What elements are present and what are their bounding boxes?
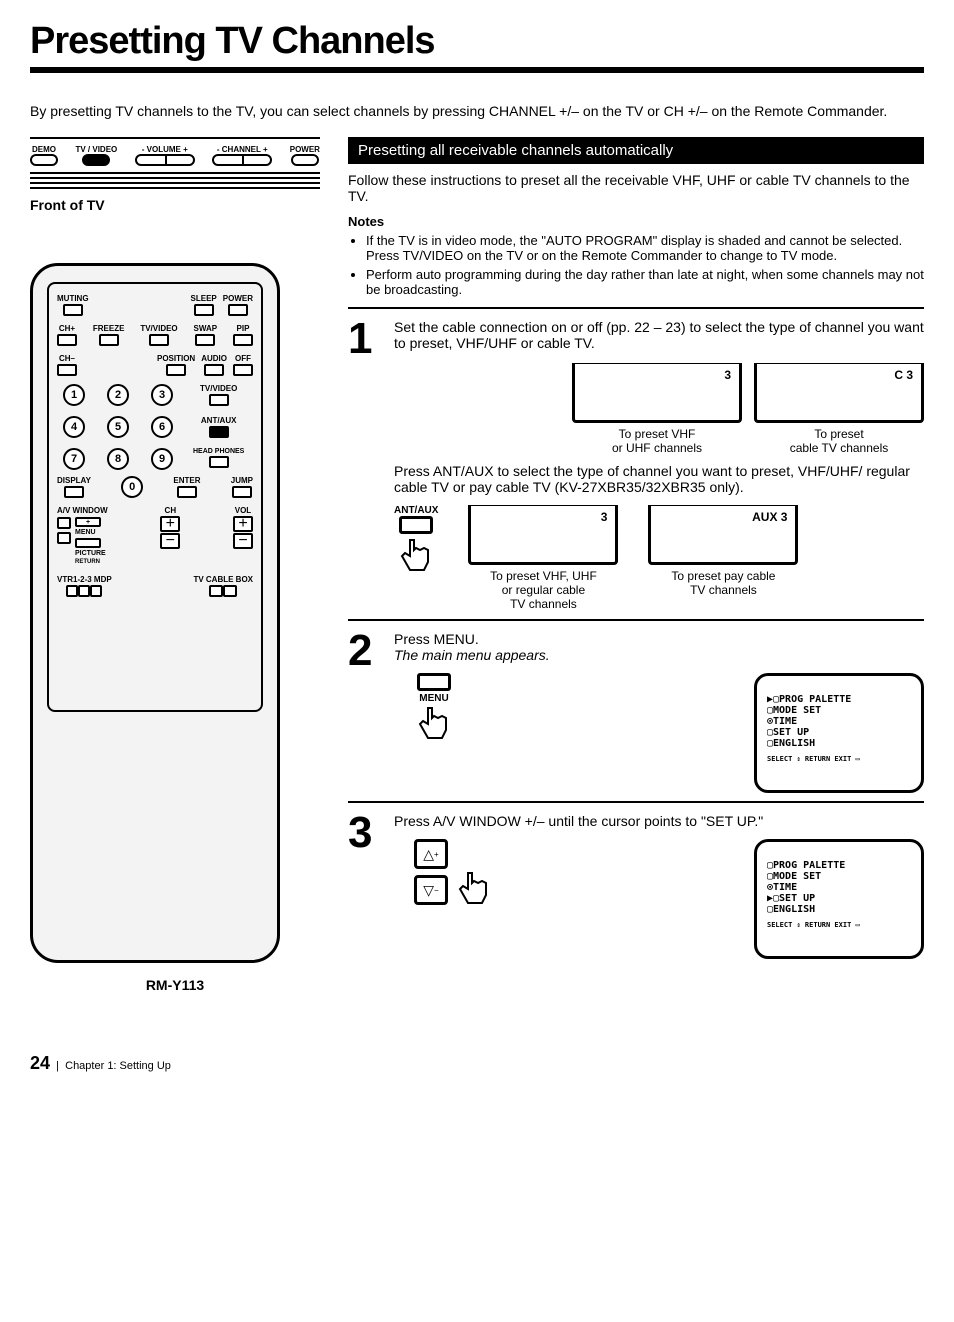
tv-menu-screen-setup: ▢PROG PALETTE ▢MODE SET ⊙TIME ▶▢SET UP ▢… <box>754 839 924 959</box>
menu-press-illustration: MENU <box>414 673 454 751</box>
tv-demo-label: DEMO <box>32 145 56 154</box>
remote-tvvideo: TV/VIDEO <box>140 324 177 346</box>
tv-video-label: TV / VIDEO <box>75 145 117 154</box>
tv-front-diagram: DEMO TV / VIDEO - VOLUME + - CHANNEL + P… <box>30 137 320 189</box>
left-column: DEMO TV / VIDEO - VOLUME + - CHANNEL + P… <box>30 137 320 993</box>
remote-power: POWER <box>223 294 253 316</box>
tv-volume-label: - VOLUME + <box>142 145 188 154</box>
remote-jump: JUMP <box>231 476 253 498</box>
tv-video-button: TV / VIDEO <box>75 145 117 166</box>
remote-enter: ENTER <box>173 476 200 498</box>
tv-channel-button: - CHANNEL + <box>212 145 272 166</box>
tv-power-button: POWER <box>290 145 320 166</box>
caption-regular: To preset VHF, UHF or regular cable TV c… <box>490 569 597 611</box>
menu-footer: SELECT ⇕ RETURN EXIT ▭ <box>767 921 911 929</box>
menu-line: ⊙TIME <box>767 716 911 727</box>
step-2: 2 Press MENU. The main menu appears. MEN… <box>348 619 924 793</box>
page-footer: 24 | Chapter 1: Setting Up <box>30 1053 924 1074</box>
remote-side-antaux: ANT/AUX <box>201 416 237 438</box>
tv-power-label: POWER <box>290 145 320 154</box>
remote-display: DISPLAY <box>57 476 91 498</box>
step2-text: Press MENU. <box>394 631 924 647</box>
title-rule <box>30 67 924 73</box>
remote-tvcable: TV CABLE BOX <box>193 575 253 597</box>
screen-regular: 3 <box>468 505 618 565</box>
remote-avwindow: A/V WINDOW + MENU PICTU <box>57 506 108 565</box>
front-of-tv-label: Front of TV <box>30 197 320 213</box>
remote-diagram: MUTING SLEEP POWER CH+ FREEZE TV/VIDEO S… <box>30 263 280 963</box>
avwindow-press-illustration: △+ ▽− <box>414 839 494 913</box>
remote-side-headphones: HEAD PHONES <box>193 448 244 468</box>
hand-pointer-icon <box>414 704 454 748</box>
intro-paragraph: By presetting TV channels to the TV, you… <box>30 103 924 119</box>
remote-pip: PIP <box>233 324 253 346</box>
remote-ch-rocker: CH + − <box>160 506 180 549</box>
menu-footer: SELECT ⇕ RETURN EXIT ▭ <box>767 755 911 763</box>
tv-demo-button: DEMO <box>30 145 58 166</box>
screen-vhf: 3 <box>572 363 742 423</box>
step-1: 1 Set the cable connection on or off (pp… <box>348 307 924 611</box>
remote-off: OFF <box>233 354 253 376</box>
step1-text: Set the cable connection on or off (pp. … <box>394 319 924 351</box>
caption-cable: To preset cable TV channels <box>790 427 889 455</box>
menu-line: ▢ENGLISH <box>767 904 911 915</box>
remote-swap: SWAP <box>194 324 218 346</box>
chapter-label: Chapter 1: Setting Up <box>65 1060 171 1072</box>
down-arrow-icon: ▽− <box>414 875 448 905</box>
section-heading: Presetting all receivable channels autom… <box>348 137 924 164</box>
step-number: 1 <box>348 319 384 611</box>
remote-vol-rocker: VOL + − <box>233 506 253 549</box>
tv-channel-label: - CHANNEL + <box>217 145 268 154</box>
tv-menu-screen: ▶▢PROG PALETTE ▢MODE SET ⊙TIME ▢SET UP ▢… <box>754 673 924 793</box>
page-number: 24 <box>30 1053 50 1073</box>
step2-subtext: The main menu appears. <box>394 647 924 663</box>
hand-pointer-icon <box>396 536 436 580</box>
menu-line: ▶▢PROG PALETTE <box>767 694 911 705</box>
menu-line: ▢ENGLISH <box>767 738 911 749</box>
section-intro: Follow these instructions to preset all … <box>348 172 924 204</box>
remote-ch-up: CH+ <box>57 324 77 346</box>
menu-line: ▶▢SET UP <box>767 893 911 904</box>
page-title: Presetting TV Channels <box>30 20 924 63</box>
step-number: 3 <box>348 813 384 959</box>
remote-vtr: VTR1-2-3 MDP <box>57 575 112 597</box>
menu-line: ▢SET UP <box>767 727 911 738</box>
hand-pointer-icon <box>454 869 494 913</box>
menu-label: MENU <box>414 693 454 704</box>
tv-volume-button: - VOLUME + <box>135 145 195 166</box>
notes-heading: Notes <box>348 214 924 229</box>
remote-numpad: 123 456 789 <box>63 384 181 470</box>
step3-text: Press A/V WINDOW +/– until the cursor po… <box>394 813 924 829</box>
remote-audio: AUDIO <box>201 354 227 376</box>
remote-position: POSITION <box>157 354 195 376</box>
caption-pay: To preset pay cable TV channels <box>671 569 775 597</box>
remote-freeze: FREEZE <box>93 324 125 346</box>
antaux-press-illustration: ANT/AUX <box>394 505 438 583</box>
remote-model-label: RM-Y113 <box>30 977 320 993</box>
menu-line: ▢PROG PALETTE <box>767 860 911 871</box>
remote-ch-down: CH– <box>57 354 77 376</box>
remote-zero: 0 <box>121 476 143 498</box>
remote-sleep: SLEEP <box>191 294 217 316</box>
menu-line: ▢MODE SET <box>767 871 911 882</box>
step-number: 2 <box>348 631 384 793</box>
notes-list: If the TV is in video mode, the "AUTO PR… <box>348 233 924 297</box>
note-item: If the TV is in video mode, the "AUTO PR… <box>366 233 924 263</box>
step1-subtext: Press ANT/AUX to select the type of chan… <box>394 463 924 495</box>
remote-muting: MUTING <box>57 294 89 316</box>
note-item: Perform auto programming during the day … <box>366 267 924 297</box>
right-column: Presetting all receivable channels autom… <box>348 137 924 993</box>
caption-vhf: To preset VHF or UHF channels <box>612 427 702 455</box>
screen-cable: C 3 <box>754 363 924 423</box>
screen-pay: AUX 3 <box>648 505 798 565</box>
remote-side-tvvideo: TV/VIDEO <box>200 384 237 406</box>
antaux-label: ANT/AUX <box>394 505 438 516</box>
menu-line: ▢MODE SET <box>767 705 911 716</box>
step-3: 3 Press A/V WINDOW +/– until the cursor … <box>348 801 924 959</box>
menu-line: ⊙TIME <box>767 882 911 893</box>
up-arrow-icon: △+ <box>414 839 448 869</box>
